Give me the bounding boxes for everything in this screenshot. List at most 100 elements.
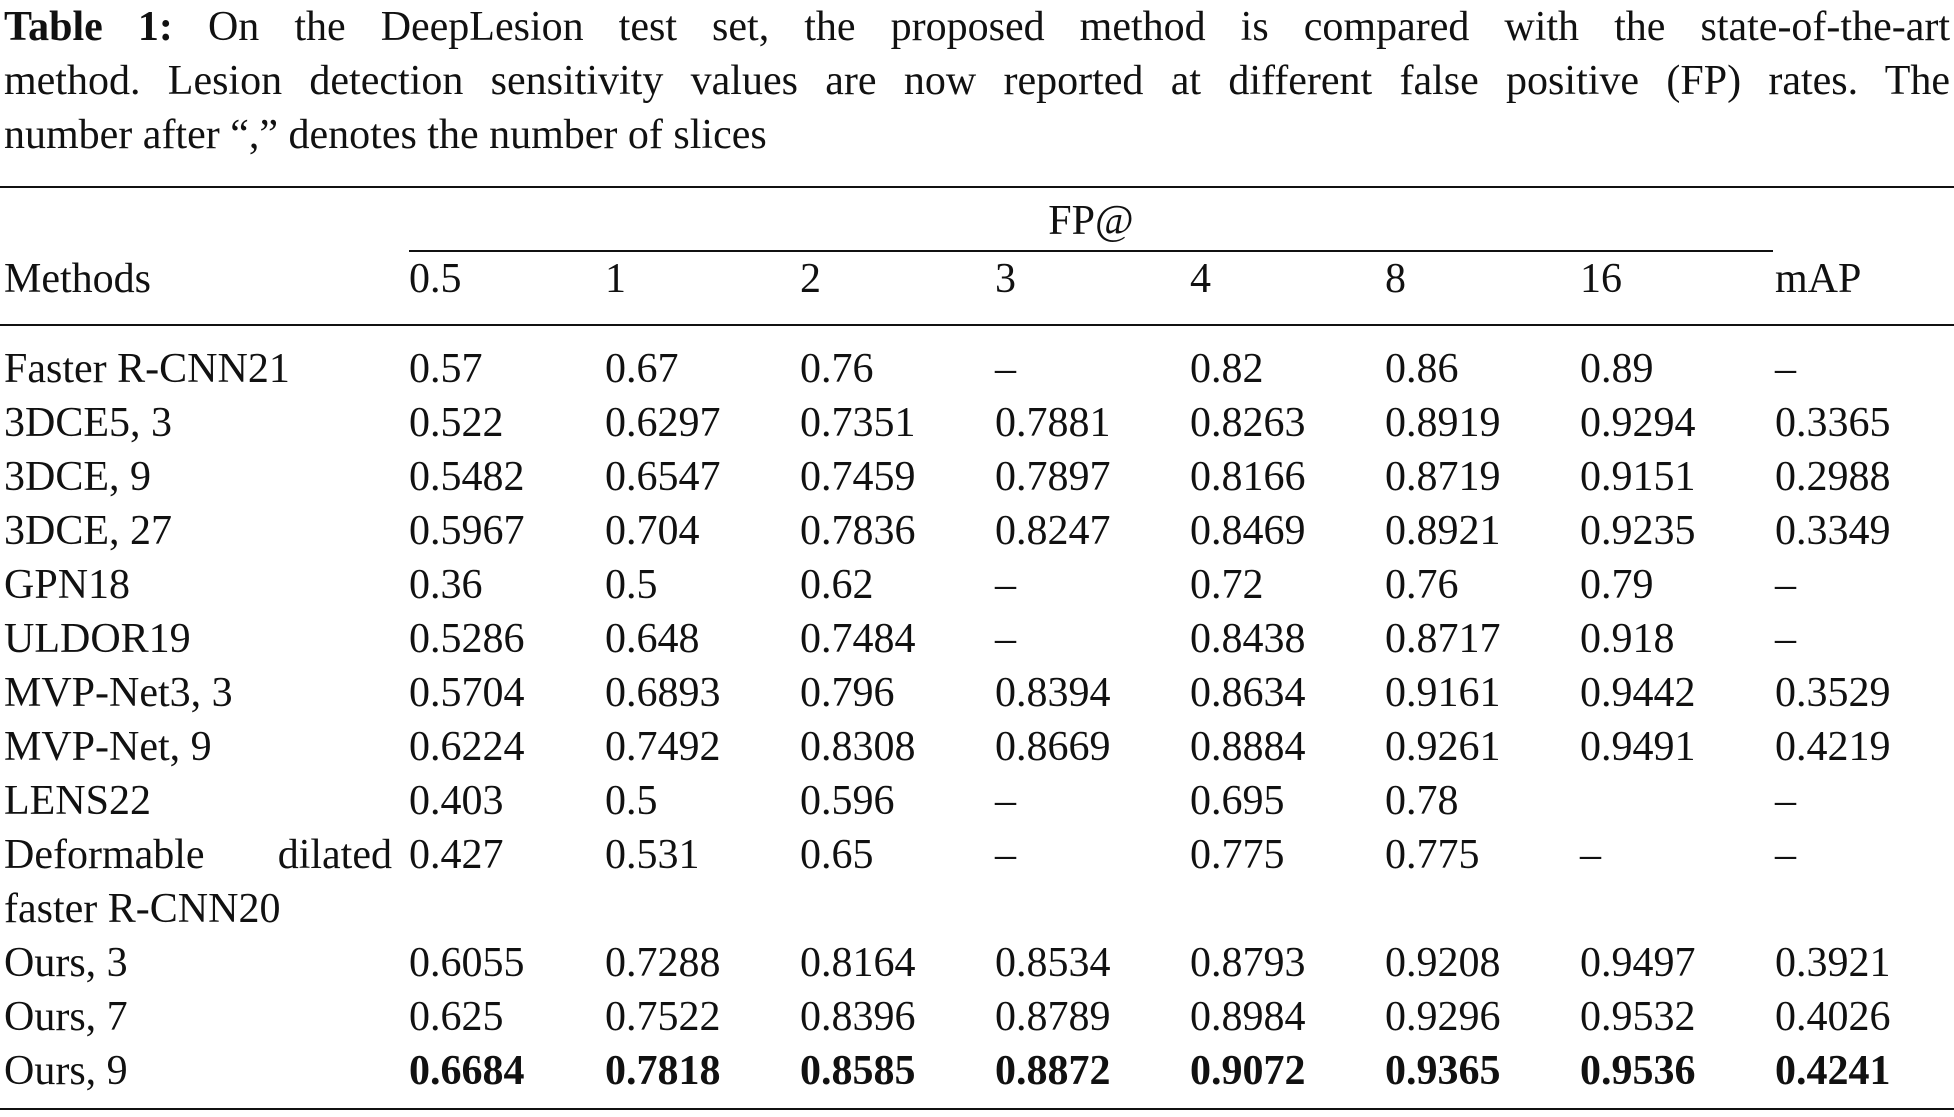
row-value: 0.3529 (1775, 670, 1891, 716)
table-header-rule (0, 324, 1954, 326)
row-value: – (1775, 346, 1796, 392)
row-value: 0.8166 (1190, 454, 1306, 500)
header-fp-0.5: 0.5 (409, 256, 462, 302)
row-value: 0.9235 (1580, 508, 1696, 554)
row-value: 0.9208 (1385, 940, 1501, 986)
row-method: Ours, 7 (4, 994, 128, 1040)
table-bottom-rule (0, 1108, 1954, 1110)
row-method-line-1: Deformable dilated (4, 832, 392, 878)
row-value: 0.9442 (1580, 670, 1696, 716)
row-value-best: 0.6684 (409, 1048, 525, 1094)
row-value: 0.403 (409, 778, 504, 824)
row-value: 0.7522 (605, 994, 721, 1040)
row-value: 0.79 (1580, 562, 1654, 608)
row-method: LENS22 (4, 778, 151, 824)
fp-group-header: FP@ (1048, 198, 1134, 244)
header-map: mAP (1775, 256, 1862, 302)
row-value: 0.796 (800, 670, 895, 716)
table-row: GPN18 0.36 0.5 0.62 – 0.72 0.76 0.79 – (0, 558, 1954, 612)
row-value: 0.3349 (1775, 508, 1891, 554)
row-value: 0.8438 (1190, 616, 1306, 662)
row-value: 0.6893 (605, 670, 721, 716)
row-value-best: 0.8872 (995, 1048, 1111, 1094)
row-value: 0.8634 (1190, 670, 1306, 716)
row-value: 0.67 (605, 346, 679, 392)
row-value: 0.6547 (605, 454, 721, 500)
caption-label: Table 1: (4, 4, 173, 50)
row-value: 0.8919 (1385, 400, 1501, 446)
row-method: ULDOR19 (4, 616, 191, 662)
header-fp-2: 2 (800, 256, 821, 302)
row-value: 0.7881 (995, 400, 1111, 446)
row-value: 0.7484 (800, 616, 916, 662)
row-value: 0.8717 (1385, 616, 1501, 662)
row-value: – (1580, 832, 1601, 878)
caption-line-3: number after “,” denotes the number of s… (4, 112, 767, 158)
row-value: 0.5482 (409, 454, 525, 500)
row-method: MVP-Net3, 3 (4, 670, 233, 716)
row-value: 0.3365 (1775, 400, 1891, 446)
row-value: 0.9532 (1580, 994, 1696, 1040)
row-value: 0.8469 (1190, 508, 1306, 554)
row-value: 0.596 (800, 778, 895, 824)
row-method: 3DCE5, 3 (4, 400, 172, 446)
table-row: 3DCE, 9 0.5482 0.6547 0.7459 0.7897 0.81… (0, 450, 1954, 504)
row-value: 0.8921 (1385, 508, 1501, 554)
caption-line-1: Table 1: On the DeepLesion test set, the… (4, 0, 1950, 54)
row-method: Deformable dilated faster R-CNN20 (4, 828, 392, 936)
table-row: MVP-Net, 9 0.6224 0.7492 0.8308 0.8669 0… (0, 720, 1954, 774)
row-value: 0.8793 (1190, 940, 1306, 986)
row-value: 0.36 (409, 562, 483, 608)
row-value: 0.7351 (800, 400, 916, 446)
row-value: 0.5967 (409, 508, 525, 554)
table-row: MVP-Net3, 3 0.5704 0.6893 0.796 0.8394 0… (0, 666, 1954, 720)
row-value: 0.918 (1580, 616, 1675, 662)
row-value-best: 0.8585 (800, 1048, 916, 1094)
row-method-line-2: faster R-CNN20 (4, 886, 281, 932)
header-fp-8: 8 (1385, 256, 1406, 302)
row-method: Ours, 3 (4, 940, 128, 986)
header-fp-4: 4 (1190, 256, 1211, 302)
row-value: 0.2988 (1775, 454, 1891, 500)
row-value: 0.8534 (995, 940, 1111, 986)
row-value: 0.9161 (1385, 670, 1501, 716)
row-value: 0.5704 (409, 670, 525, 716)
row-value: 0.5 (605, 778, 658, 824)
row-method: 3DCE, 9 (4, 454, 151, 500)
row-method: 3DCE, 27 (4, 508, 172, 554)
row-value: 0.62 (800, 562, 874, 608)
row-value: 0.8984 (1190, 994, 1306, 1040)
row-method: MVP-Net, 9 (4, 724, 212, 770)
row-value: 0.7836 (800, 508, 916, 554)
table-row: ULDOR19 0.5286 0.648 0.7484 – 0.8438 0.8… (0, 612, 1954, 666)
row-value-best: 0.4241 (1775, 1048, 1891, 1094)
row-value: 0.86 (1385, 346, 1459, 392)
row-value: 0.7288 (605, 940, 721, 986)
row-value: – (1775, 616, 1796, 662)
row-value: 0.775 (1385, 832, 1480, 878)
header-fp-1: 1 (605, 256, 626, 302)
row-value: 0.8247 (995, 508, 1111, 554)
row-value: – (995, 616, 1016, 662)
row-value: 0.4026 (1775, 994, 1891, 1040)
caption-text-1: On the DeepLesion test set, the proposed… (207, 4, 1950, 50)
row-value: 0.5286 (409, 616, 525, 662)
row-value: 0.8719 (1385, 454, 1501, 500)
row-value: 0.6224 (409, 724, 525, 770)
row-value: 0.7459 (800, 454, 916, 500)
table-row: Ours, 7 0.625 0.7522 0.8396 0.8789 0.898… (0, 990, 1954, 1044)
row-value: 0.4219 (1775, 724, 1891, 770)
row-value: 0.82 (1190, 346, 1264, 392)
row-value: 0.8164 (800, 940, 916, 986)
row-value: 0.72 (1190, 562, 1264, 608)
row-value: 0.7492 (605, 724, 721, 770)
row-value: 0.9151 (1580, 454, 1696, 500)
table-row: Ours, 3 0.6055 0.7288 0.8164 0.8534 0.87… (0, 936, 1954, 990)
row-value: 0.8394 (995, 670, 1111, 716)
row-value: – (1775, 778, 1796, 824)
row-value: 0.76 (800, 346, 874, 392)
table-row: Faster R-CNN21 0.57 0.67 0.76 – 0.82 0.8… (0, 342, 1954, 396)
row-value: 0.9261 (1385, 724, 1501, 770)
table-caption: Table 1: On the DeepLesion test set, the… (4, 0, 1950, 162)
